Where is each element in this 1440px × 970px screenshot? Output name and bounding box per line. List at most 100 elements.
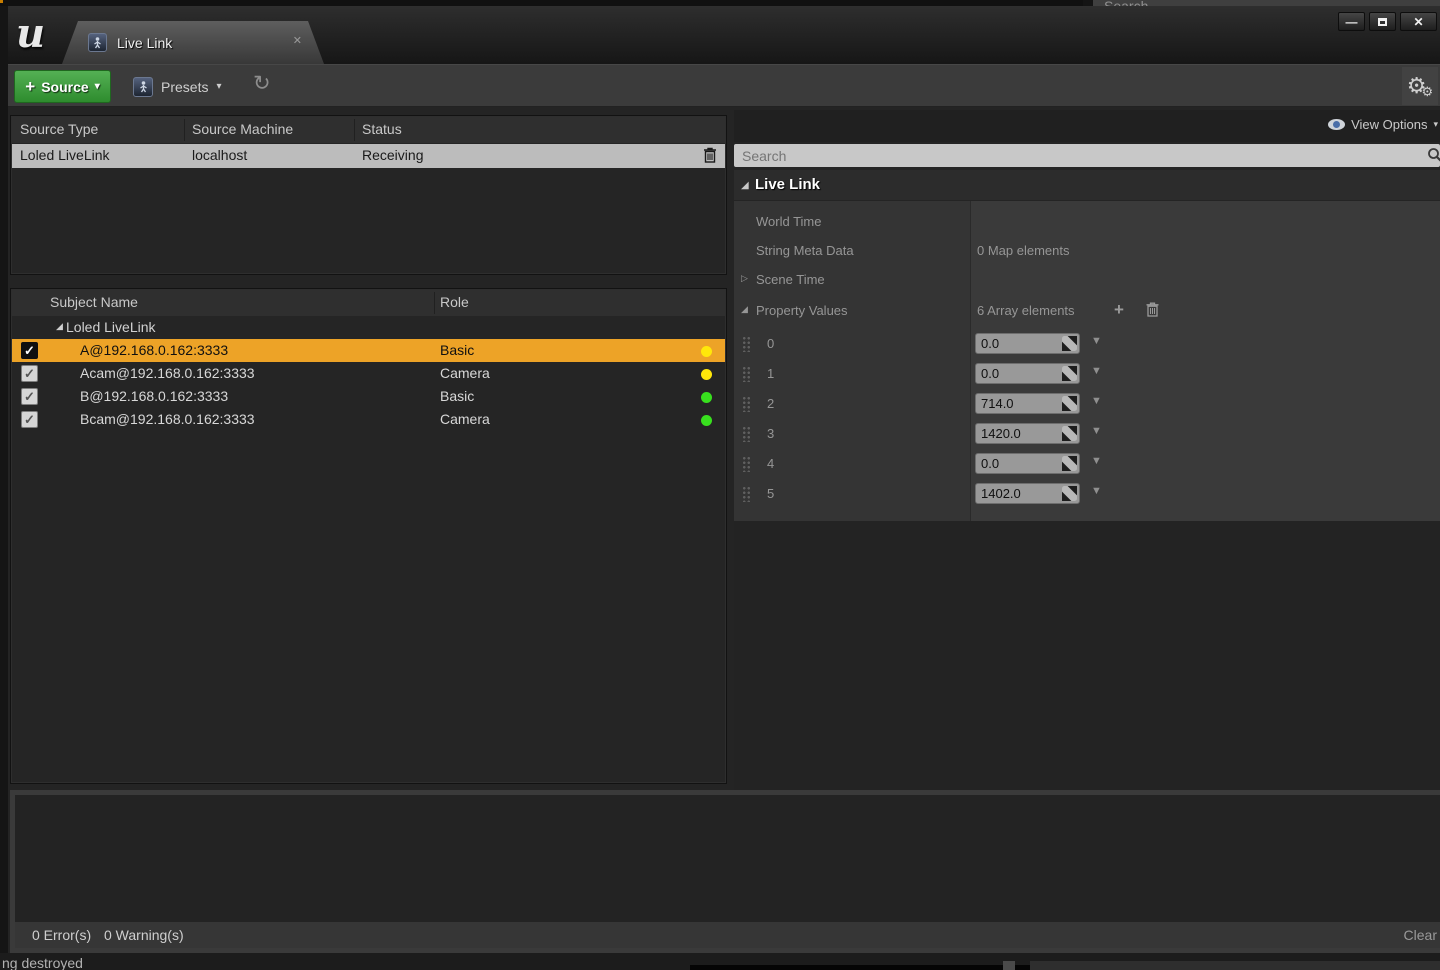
settings-gears-icon[interactable]: ⚙ ⚙	[1402, 67, 1438, 105]
presets-icon	[133, 76, 153, 97]
background-fragment	[0, 0, 3, 3]
tab-live-link[interactable]: Live Link ✕	[62, 21, 324, 64]
value-spinner-icon[interactable]	[1062, 336, 1077, 354]
value-spinner-icon[interactable]	[1062, 456, 1077, 474]
subject-table-header: Subject Name Role	[12, 290, 725, 316]
subject-row[interactable]: ✓ B@192.168.0.162:3333 Basic	[12, 385, 725, 408]
background-fragment	[1030, 961, 1440, 970]
add-element-icon[interactable]: +	[1114, 300, 1124, 319]
live-link-tab-icon	[88, 33, 107, 52]
expander-expanded-icon[interactable]: ◢	[56, 321, 63, 331]
value-spinner-icon[interactable]	[1062, 486, 1077, 504]
property-label: Scene Time	[756, 272, 825, 287]
numeric-input[interactable]	[976, 484, 1052, 503]
presets-button[interactable]: Presets ▾	[133, 70, 222, 103]
window-controls: — ✕	[1338, 12, 1437, 31]
source-status-cell: Receiving	[362, 147, 424, 163]
drag-handle-icon[interactable]	[742, 456, 751, 472]
numeric-input[interactable]	[976, 424, 1052, 443]
drag-handle-icon[interactable]	[742, 396, 751, 412]
toolbar: + Source ▾ Presets ▾ ↺ ⚙ ⚙	[8, 64, 1440, 107]
column-header-status[interactable]: Status	[362, 121, 402, 137]
drag-handle-icon[interactable]	[742, 426, 751, 442]
subject-role-cell: Basic	[440, 342, 475, 358]
message-log: 0 Error(s) 0 Warning(s) Clear	[10, 790, 1440, 953]
column-header-role[interactable]: Role	[440, 294, 469, 310]
subject-row[interactable]: ✓ Bcam@192.168.0.162:3333 Camera	[12, 408, 725, 431]
column-divider	[354, 119, 355, 141]
chevron-down-icon[interactable]: ▼	[1091, 395, 1102, 407]
gear-icon: ⚙	[1406, 73, 1427, 98]
column-header-source-type[interactable]: Source Type	[20, 121, 99, 137]
revert-icon[interactable]: ↺	[253, 72, 271, 95]
title-bar[interactable]: u Live Link ✕ — ✕	[8, 6, 1440, 64]
numeric-field	[975, 363, 1080, 384]
numeric-input[interactable]	[976, 364, 1052, 383]
expander-collapsed-icon[interactable]: ▷	[741, 273, 748, 283]
message-log-output[interactable]	[15, 795, 1440, 922]
source-button-label: Source	[41, 78, 89, 95]
column-divider	[184, 119, 185, 141]
close-button[interactable]: ✕	[1400, 12, 1437, 31]
array-index-label: 3	[767, 426, 775, 441]
subject-name-cell: B@192.168.0.162:3333	[80, 388, 229, 404]
array-element-row: 4 ▼	[734, 449, 1440, 479]
close-icon: ✕	[1413, 14, 1424, 29]
numeric-input[interactable]	[976, 334, 1052, 353]
value-spinner-icon[interactable]	[1062, 426, 1077, 444]
source-type-cell: Loled LiveLink	[20, 147, 110, 163]
value-spinner-icon[interactable]	[1062, 396, 1077, 414]
column-header-subject-name[interactable]: Subject Name	[50, 294, 138, 310]
presets-label: Presets	[161, 78, 209, 95]
subject-enabled-checkbox[interactable]: ✓	[21, 411, 38, 428]
property-label: Property Values	[756, 303, 848, 318]
tab-close-icon[interactable]: ✕	[292, 35, 302, 47]
maximize-button[interactable]	[1369, 12, 1396, 31]
chevron-down-icon[interactable]: ▼	[1091, 425, 1102, 437]
array-element-row: 2 ▼	[734, 389, 1440, 419]
property-row-world-time[interactable]: World Time	[734, 207, 1440, 236]
eye-icon	[1328, 119, 1346, 130]
chevron-down-icon[interactable]: ▼	[1091, 365, 1102, 377]
chevron-down-icon[interactable]: ▼	[1091, 485, 1102, 497]
drag-handle-icon[interactable]	[742, 366, 751, 382]
subject-enabled-checkbox[interactable]: ✓	[21, 388, 38, 405]
delete-source-icon[interactable]	[703, 147, 717, 163]
property-row-property-values[interactable]: ◢ Property Values 6 Array elements +	[734, 296, 1440, 325]
subject-enabled-checkbox[interactable]: ✓	[21, 365, 38, 382]
details-search-bar	[734, 144, 1440, 167]
chevron-down-icon: ▾	[1433, 119, 1438, 129]
column-splitter	[970, 170, 971, 521]
numeric-input[interactable]	[976, 394, 1052, 413]
property-row-scene-time[interactable]: ▷ Scene Time	[734, 265, 1440, 294]
subject-name-cell: Bcam@192.168.0.162:3333	[80, 411, 255, 427]
subject-row[interactable]: ✓ Acam@192.168.0.162:3333 Camera	[12, 362, 725, 385]
subject-row[interactable]: ✓ A@192.168.0.162:3333 Basic	[12, 339, 725, 362]
add-source-button[interactable]: + Source ▾	[14, 70, 111, 103]
clear-array-icon[interactable]	[1146, 302, 1159, 317]
view-options-button[interactable]: View Options ▾	[1328, 117, 1438, 132]
details-panel: View Options ▾ ◢ Live Link World Time St…	[734, 110, 1440, 790]
clear-log-button[interactable]: Clear	[1403, 927, 1437, 943]
drag-handle-icon[interactable]	[742, 486, 751, 502]
numeric-input[interactable]	[976, 454, 1052, 473]
subject-group-row[interactable]: ◢ Loled LiveLink	[12, 317, 725, 339]
property-row-string-meta-data[interactable]: String Meta Data 0 Map elements	[734, 236, 1440, 265]
minimize-button[interactable]: —	[1338, 12, 1365, 31]
value-spinner-icon[interactable]	[1062, 366, 1077, 384]
category-live-link[interactable]: ◢ Live Link	[734, 170, 1440, 201]
drag-handle-icon[interactable]	[742, 336, 751, 352]
background-search-text: Search...	[1104, 0, 1160, 6]
search-input[interactable]	[734, 144, 1440, 167]
chevron-down-icon[interactable]: ▼	[1091, 455, 1102, 467]
property-label: String Meta Data	[756, 243, 854, 258]
expander-expanded-icon[interactable]: ◢	[741, 304, 748, 314]
numeric-field	[975, 333, 1080, 354]
maximize-icon	[1378, 17, 1387, 26]
numeric-field	[975, 453, 1080, 474]
chevron-down-icon[interactable]: ▼	[1091, 335, 1102, 347]
column-header-source-machine[interactable]: Source Machine	[192, 121, 294, 137]
source-row[interactable]: Loled LiveLink localhost Receiving	[12, 144, 725, 168]
expander-expanded-icon[interactable]: ◢	[741, 180, 749, 191]
subject-enabled-checkbox[interactable]: ✓	[21, 342, 38, 359]
